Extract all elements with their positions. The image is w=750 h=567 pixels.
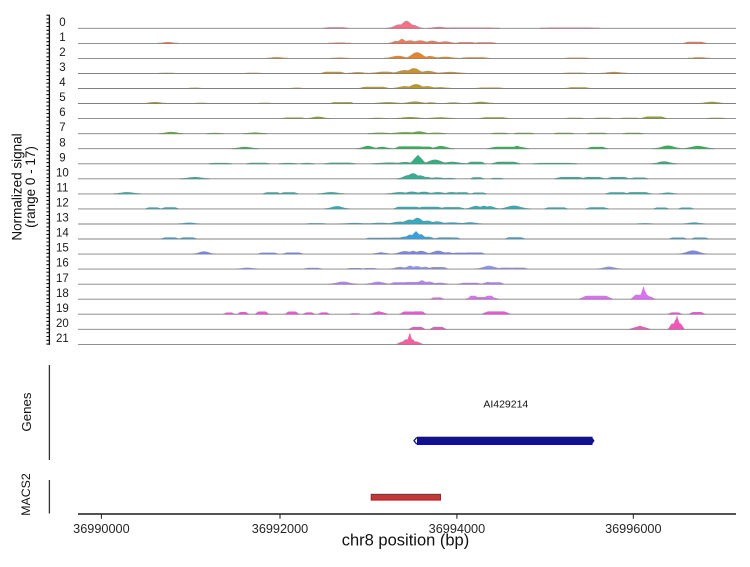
svg-text:12: 12 <box>56 198 69 210</box>
svg-text:11: 11 <box>56 183 68 195</box>
svg-text:chr8 position (bp): chr8 position (bp) <box>342 532 469 550</box>
svg-text:9: 9 <box>59 152 65 164</box>
svg-text:16: 16 <box>56 258 69 270</box>
svg-text:13: 13 <box>56 213 69 225</box>
svg-text:1: 1 <box>59 32 65 44</box>
svg-text:14: 14 <box>56 228 69 240</box>
svg-text:8: 8 <box>59 137 65 149</box>
svg-text:15: 15 <box>56 243 69 255</box>
svg-text:3: 3 <box>59 62 65 74</box>
svg-text:36992000: 36992000 <box>252 522 308 536</box>
svg-text:36994000: 36994000 <box>429 522 485 536</box>
svg-text:19: 19 <box>56 303 69 315</box>
svg-text:5: 5 <box>59 92 65 104</box>
svg-text:AI429214: AI429214 <box>483 398 528 410</box>
svg-text:2: 2 <box>59 47 65 59</box>
svg-text:(range 0 - 17): (range 0 - 17) <box>23 146 38 228</box>
svg-text:6: 6 <box>59 107 65 119</box>
svg-text:17: 17 <box>56 273 69 285</box>
svg-text:18: 18 <box>56 288 69 300</box>
svg-text:36996000: 36996000 <box>605 522 661 536</box>
svg-text:MACS2: MACS2 <box>19 473 33 516</box>
svg-text:36990000: 36990000 <box>73 522 129 536</box>
svg-text:7: 7 <box>59 122 65 134</box>
svg-text:Genes: Genes <box>19 392 34 432</box>
svg-text:10: 10 <box>56 167 69 179</box>
svg-text:4: 4 <box>59 77 66 89</box>
svg-text:20: 20 <box>56 318 69 330</box>
svg-text:21: 21 <box>56 333 69 345</box>
svg-text:Normalized signal: Normalized signal <box>10 133 25 240</box>
svg-text:0: 0 <box>59 17 65 29</box>
